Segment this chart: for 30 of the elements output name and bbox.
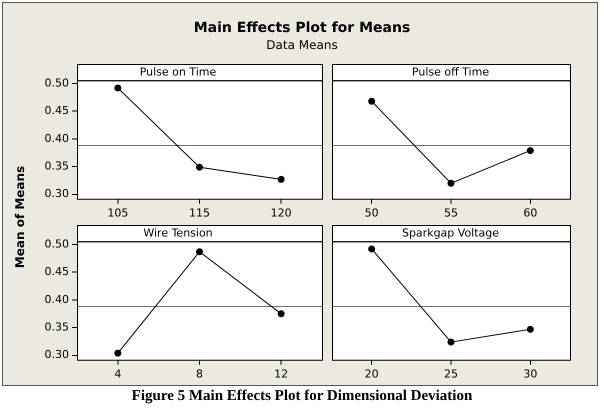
x-tick-label: 120 (270, 206, 292, 220)
x-tick-label: 30 (523, 367, 538, 380)
chart-title: Wire Tension (143, 226, 213, 240)
chart-title: Sparkgap Voltage (402, 226, 500, 240)
chart-title: Pulse on Time (140, 65, 217, 78)
y-tick-label: 0.30 (44, 348, 69, 362)
x-tick-label: 115 (189, 206, 210, 220)
x-tick-label: 105 (107, 206, 128, 220)
y-tick-label: 0.35 (44, 320, 69, 334)
y-tick-label: 0.40 (44, 292, 69, 306)
x-tick-label: 25 (444, 367, 458, 380)
y-tick-label: 0.35 (44, 160, 69, 173)
x-tick-label: 50 (364, 206, 379, 220)
caption: Figure 5 Main Effects Plot for Dimensional Deviation (130, 388, 474, 405)
y-tick-label: 0.50 (44, 76, 69, 90)
y-tick-label: 0.50 (44, 237, 69, 250)
y-tick-label: 0.40 (44, 132, 69, 145)
x-tick-label: 55 (444, 206, 458, 220)
x-tick-label: 20 (364, 367, 379, 380)
x-tick-label: 12 (274, 367, 288, 380)
chart-title: Pulse off Time (412, 65, 490, 78)
y-axis-title: Mean of Means (13, 164, 27, 270)
x-tick-label: 8 (196, 367, 203, 380)
text: Main Effects Plot for Means (192, 20, 412, 36)
x-tick-label: 60 (523, 206, 538, 220)
x-tick-label: 4 (114, 367, 122, 380)
y-tick-label: 0.45 (44, 265, 69, 278)
text: Data Means (265, 38, 339, 52)
y-tick-label: 0.45 (44, 104, 69, 118)
y-tick-label: 0.30 (44, 187, 69, 200)
